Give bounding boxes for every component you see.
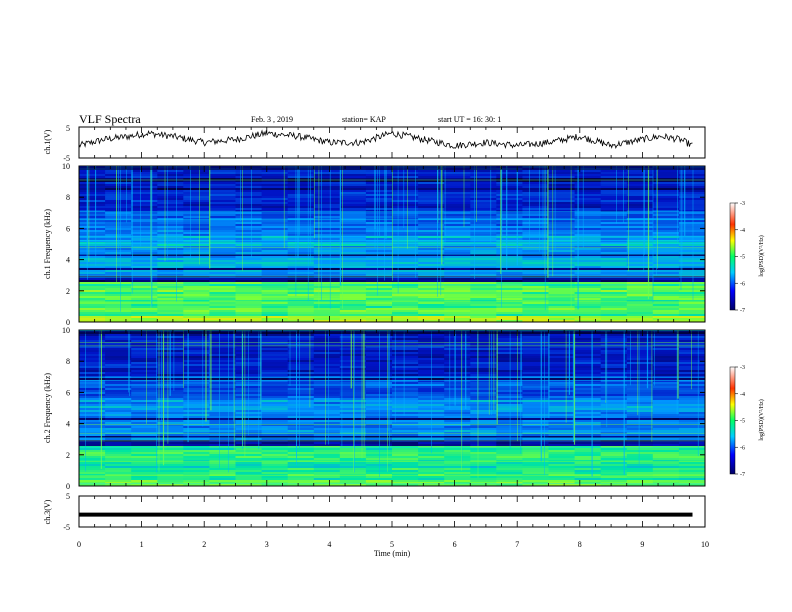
xtick-label: 4 [327,540,331,549]
ytick-label: -5 [63,154,70,163]
colorbar-ch2 [729,366,736,475]
colorbar-tick-label: -6 [740,281,745,287]
y-axis-label: ch.3(V) [43,499,52,524]
xtick-label: 6 [453,540,457,549]
ytick-label: 8 [66,357,70,366]
station-label: station= KAP [342,115,386,124]
xtick-label: 8 [578,540,582,549]
colorbar-label: log(PSD)(V²/Hz) [758,235,765,276]
xtick-label: 1 [140,540,144,549]
colorbar-tick-label: -4 [740,392,745,398]
ytick-label: 4 [66,420,70,429]
xtick-label: 2 [202,540,206,549]
colorbar-ch1 [729,202,736,311]
xtick-label: 10 [701,540,709,549]
x-axis-label: Time (min) [374,549,411,558]
ytick-label: 4 [66,256,70,265]
ytick-label: 10 [62,326,70,335]
ytick-label: 6 [66,224,70,233]
xtick-label: 9 [640,540,644,549]
panel-waveform-ch1: 5 -5 ch.1(V) [43,124,706,163]
date-label: Feb. 3 , 2019 [251,115,293,124]
colorbar-tick-label: -6 [740,445,745,451]
colorbar-tick-label: -7 [740,308,745,314]
y-axis-label: ch.1 Frequency (kHz) [43,209,52,279]
xtick-label: 3 [265,540,269,549]
ytick-label: -5 [63,523,70,532]
ytick-label: 8 [66,193,70,202]
colorbar-tick-label: -7 [740,472,745,478]
ytick-label: 5 [66,124,70,133]
ytick-label: 2 [66,451,70,460]
waveform-ch1-line [78,129,693,150]
y-axis-label: ch.1(V) [43,129,52,154]
start-time-label: start UT = 16: 30: 1 [438,115,501,124]
xtick-label: 5 [390,540,394,549]
colorbar-tick-label: -4 [740,228,745,234]
panel-waveform-ch3: 5 -5 ch.3(V) 0 1 2 3 4 5 6 7 8 9 10 Time (min) [43,127,709,558]
ytick-label: 0 [66,482,70,491]
spectrogram-ch1-image [79,166,706,323]
colorbar-tick-label: -5 [740,255,745,261]
xtick-label: 7 [515,540,519,549]
ytick-label: 10 [62,162,70,171]
colorbar-tick-label: -5 [740,419,745,425]
colorbar-tick-label: -3 [740,365,745,371]
figure-title: VLF Spectra [79,112,141,126]
ytick-label: 6 [66,388,70,397]
colorbar-label: log(PSD)(V²/Hz) [758,399,765,440]
ytick-label: 5 [66,492,70,501]
colorbar-tick-label: -3 [740,201,745,207]
ytick-label: 0 [66,318,70,327]
xtick-label: 0 [77,540,81,549]
y-axis-label: ch.2 Frequency (kHz) [43,373,52,443]
ytick-label: 2 [66,287,70,296]
spectrogram-ch2-image [79,330,706,487]
